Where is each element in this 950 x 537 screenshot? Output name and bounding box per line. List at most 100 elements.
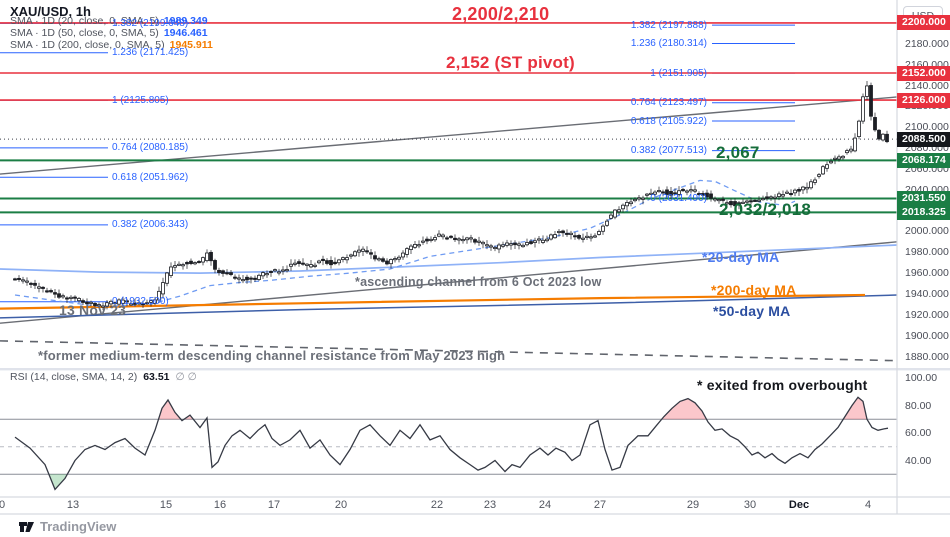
candle-body: [521, 244, 525, 248]
candle-body: [781, 194, 785, 197]
candle-body: [285, 269, 289, 272]
note-200day-ma[interactable]: *200-day MA: [711, 282, 797, 298]
rsi-legend[interactable]: RSI (14, close, SMA, 14, 2) 63.51 ∅ ∅: [10, 371, 197, 383]
candle-body: [101, 305, 105, 308]
candle-body: [829, 160, 833, 164]
candle-body: [501, 244, 505, 247]
ma-dashed-line[interactable]: [14, 179, 796, 308]
rsi-hidden-values: ∅ ∅: [175, 371, 197, 383]
note-20day-ma[interactable]: *20-day MA: [702, 249, 780, 265]
candle-body: [473, 239, 477, 243]
note-2200-2210[interactable]: 2,200/2,210: [452, 4, 550, 24]
indicator-legend-row[interactable]: SMA · 1D (200, close, 0, SMA, 5) 1945.911: [10, 39, 213, 51]
trendline-ascending-channel-top[interactable]: [0, 96, 898, 175]
candle-body: [125, 300, 129, 303]
ma-50-day-line[interactable]: [0, 294, 898, 319]
candle-body: [301, 262, 305, 265]
candle-body: [837, 156, 841, 160]
candle-body: [61, 295, 65, 298]
rsi-overbought-fill: [158, 400, 181, 420]
candle-body: [489, 245, 493, 248]
note-2067[interactable]: 2,067: [716, 143, 760, 162]
price-tick: 1960.000: [905, 267, 949, 280]
price-tick: 2180.000: [905, 37, 949, 50]
note-exited-overbought[interactable]: * exited from overbought: [697, 377, 868, 393]
candle-body: [69, 296, 73, 299]
candle-body: [433, 237, 437, 241]
time-axis-label: 23: [483, 499, 497, 511]
note-ascending-channel[interactable]: *ascending channel from 6 Oct 2023 low: [355, 275, 602, 289]
price-tick: 1880.000: [905, 350, 949, 363]
note-2032-2018[interactable]: 2,032/2,018: [719, 200, 812, 219]
candle-body: [17, 277, 21, 280]
candle-body: [793, 189, 797, 194]
candle-body: [245, 276, 249, 281]
candle-body: [853, 137, 857, 152]
tradingview-logo-icon: [19, 522, 34, 532]
candle-body: [609, 214, 613, 219]
time-axis-label: 27: [593, 499, 607, 511]
candle-body: [645, 193, 649, 196]
note-50day-ma[interactable]: *50-day MA: [713, 303, 791, 319]
candle-body: [545, 238, 549, 242]
candle-body: [221, 270, 225, 274]
candle-body: [429, 238, 433, 241]
price-label: 2031.550: [897, 191, 950, 207]
candle-body: [265, 273, 269, 276]
candle-body: [873, 117, 877, 131]
price-tick: 2100.000: [905, 121, 949, 134]
candle-body: [869, 85, 873, 117]
price-scale[interactable]: USD 2180.0002160.0002140.0002120.0002100…: [897, 0, 950, 514]
note-descending-channel[interactable]: *former medium-term descending channel r…: [38, 348, 506, 363]
symbol-title[interactable]: XAU/USD, 1h: [10, 4, 91, 19]
candle-body: [657, 190, 661, 193]
candle-body: [145, 302, 149, 305]
tradingview-logo[interactable]: TradingView: [18, 518, 116, 535]
time-axis-label: 22: [430, 499, 444, 511]
candle-body: [65, 297, 69, 300]
indicator-label: SMA · 1D (50, close, 0, SMA, 5): [10, 27, 159, 39]
rsi-legend-label: RSI (14, close, SMA, 14, 2): [10, 371, 138, 383]
candle-body: [305, 263, 309, 266]
fib-left-label: 0 (1932.500): [112, 296, 169, 308]
candle-body: [653, 191, 657, 195]
candle-body: [397, 256, 401, 260]
time-axis-label: 30: [743, 499, 757, 511]
candle-body: [773, 196, 777, 199]
candle-body: [253, 277, 257, 280]
candle-body: [857, 120, 861, 138]
candle-body: [561, 230, 565, 234]
price-tick: 2140.000: [905, 79, 949, 92]
candle-body: [525, 242, 529, 246]
note-2152-pivot[interactable]: 2,152 (ST pivot): [446, 53, 575, 72]
candle-body: [109, 300, 113, 305]
candle-body: [533, 240, 537, 243]
candle-body: [273, 269, 277, 272]
trendline-ascending-channel-bottom[interactable]: [0, 241, 898, 324]
pane-divider[interactable]: [0, 368, 950, 371]
rsi-value: 63.51: [143, 371, 170, 383]
candle-body: [593, 235, 597, 238]
candle-body: [709, 193, 713, 199]
candle-body: [577, 235, 581, 239]
candle-body: [257, 274, 261, 280]
rsi-line[interactable]: [14, 396, 889, 491]
candle-body: [481, 241, 485, 245]
indicator-legend-row[interactable]: SMA · 1D (20, close, 0, SMA, 5) 1989.349: [10, 15, 213, 27]
candle-body: [445, 237, 449, 240]
ma-20-day-line[interactable]: [0, 244, 898, 274]
note-13-nov[interactable]: 13 Nov 23: [59, 302, 127, 318]
candle-body: [477, 240, 481, 243]
candle-body: [757, 199, 761, 202]
candle-body: [353, 251, 357, 257]
price-label: 2088.500: [897, 131, 950, 147]
candle-body: [141, 303, 145, 306]
indicator-legend-row[interactable]: SMA · 1D (50, close, 0, SMA, 5) 1946.461: [10, 27, 213, 39]
price-tick: 2000.000: [905, 225, 949, 238]
ma-200-day-line[interactable]: [0, 293, 866, 310]
candle-body: [537, 238, 541, 241]
candle-body: [81, 300, 85, 303]
price-label: 2068.174: [897, 152, 950, 168]
candle-body: [729, 201, 733, 206]
